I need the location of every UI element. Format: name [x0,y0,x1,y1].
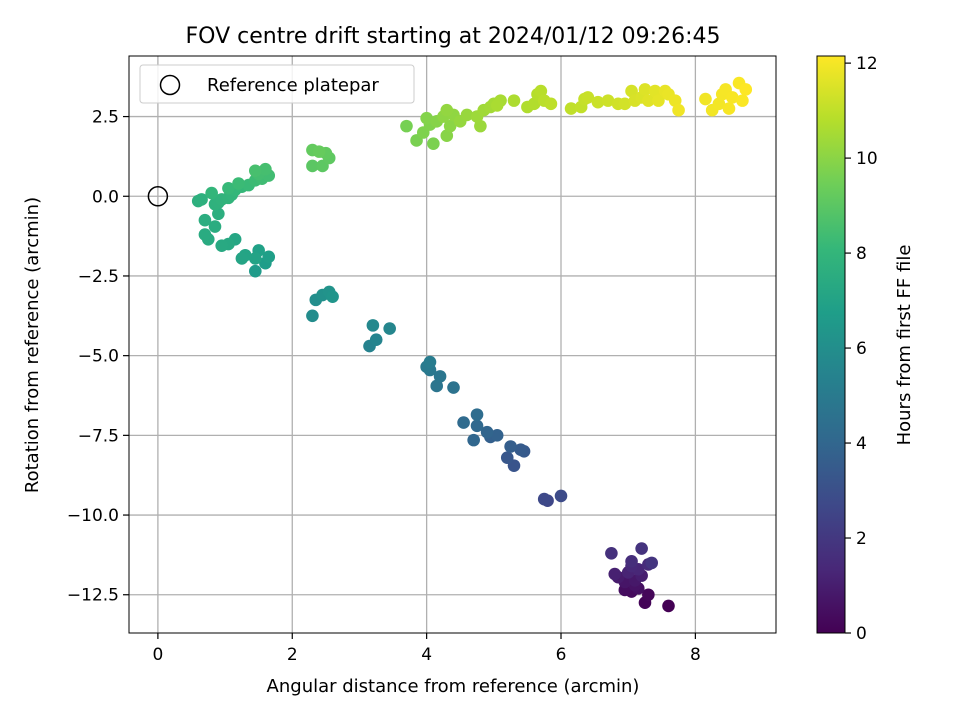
scatter-point [504,440,517,453]
scatter-point [545,98,558,111]
scatter-point [625,555,638,568]
scatter-point [205,187,218,200]
scatter-point [605,547,618,560]
scatter-point [662,600,675,613]
colorbar: 0 2 4 6 8 10 12 Hours from first FF file [817,54,915,644]
scatter-point [635,542,648,555]
scatter-point [370,333,383,346]
x-tick-label: 6 [556,645,567,665]
scatter-points [192,77,752,612]
plot-frame [129,56,776,633]
scatter-point [400,120,413,133]
y-tick-label: −7.5 [78,426,119,446]
scatter-point [424,356,437,369]
y-axis-ticks: 2.5 0.0 −2.5 −5.0 −7.5 −10.0 −12.5 [67,108,129,606]
scatter-point [508,94,521,107]
scatter-point [645,557,658,570]
colorbar-gradient [817,56,845,633]
scatter-point [447,381,460,394]
scatter-point [491,99,504,112]
colorbar-tick-label: 2 [856,529,867,549]
chart: 0 2 4 6 8 2.5 0.0 −2.5 −5.0 −7.5 −10.0 −12.5 FOV c… [0,0,960,720]
scatter-point [739,83,752,96]
x-tick-label: 4 [421,645,432,665]
legend-label: Reference platepar [207,75,379,96]
colorbar-tick-label: 8 [856,244,867,264]
y-tick-label: −12.5 [67,586,119,606]
scatter-point [367,319,380,332]
colorbar-ticks: 0 2 4 6 8 10 12 [845,54,878,644]
scatter-point [306,310,319,323]
scatter-point [232,177,245,190]
colorbar-tick-label: 6 [856,339,867,359]
colorbar-tick-label: 12 [856,54,878,74]
scatter-point [471,419,484,432]
colorbar-tick-label: 10 [856,149,878,169]
scatter-point [699,93,712,106]
scatter-point [383,322,396,335]
scatter-point [471,408,484,421]
colorbar-tick-label: 4 [856,434,867,454]
colorbar-label: Hours from first FF file [894,245,915,446]
scatter-point [467,434,480,447]
scatter-point [236,252,249,265]
x-axis-ticks: 0 2 4 6 8 [152,633,700,665]
scatter-point [199,214,212,227]
x-tick-label: 8 [690,645,701,665]
scatter-point [440,104,453,117]
scatter-point [736,94,749,107]
scatter-point [326,290,339,303]
y-tick-label: −2.5 [78,267,119,287]
legend: Reference platepar [140,65,414,103]
scatter-point [249,164,262,177]
scatter-point [501,451,514,464]
scatter-point [608,568,621,581]
scatter-point [215,239,228,252]
y-tick-label: −5.0 [78,347,119,367]
scatter-point [199,228,212,241]
y-tick-label: 0.0 [92,187,119,207]
scatter-point [457,416,470,429]
colorbar-tick-label: 0 [856,624,867,644]
scatter-point [427,137,440,150]
y-tick-label: −10.0 [67,506,119,526]
grid [129,56,776,633]
scatter-point [555,490,568,503]
chart-title: FOV centre drift starting at 2024/01/12 … [186,24,721,49]
scatter-point [723,102,736,115]
x-tick-label: 2 [287,645,298,665]
x-axis-label: Angular distance from reference (arcmin) [267,676,640,697]
scatter-point [249,265,262,278]
y-tick-label: 2.5 [92,108,119,128]
scatter-point [313,145,326,158]
y-axis-label: Rotation from reference (arcmin) [22,197,43,493]
scatter-point [672,104,685,117]
x-tick-label: 0 [152,645,163,665]
scatter-point [538,493,551,506]
